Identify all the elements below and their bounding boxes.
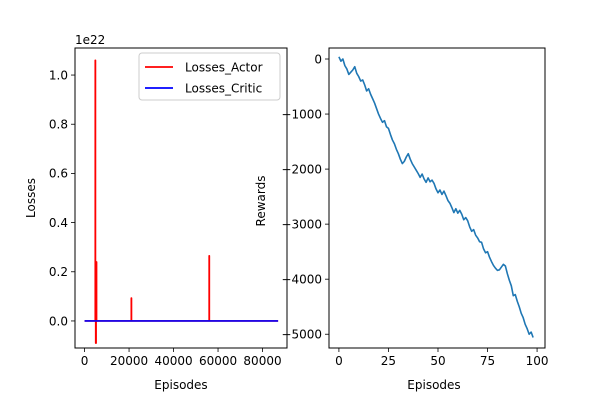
losses-x-tick-label: 60000 [199, 354, 237, 368]
losses-x-tick-label: 20000 [110, 354, 148, 368]
rewards-y-tick-label: −5000 [281, 328, 322, 342]
rewards-y-tick-label: −2000 [281, 162, 322, 176]
losses-x-tick-label: 80000 [243, 354, 281, 368]
losses-y-tick-label: 1.0 [49, 68, 68, 82]
losses-legend: Losses_Actor Losses_Critic [139, 53, 280, 100]
rewards-y-tick-label: 0 [314, 52, 322, 66]
rewards-y-tick-label: −4000 [281, 272, 322, 286]
rewards-x-tick-label: 75 [480, 354, 495, 368]
rewards-x-tick-label: 25 [381, 354, 396, 368]
rewards-y-axis-label: Rewards [254, 176, 268, 227]
rewards-y-tick-label: −3000 [281, 217, 322, 231]
losses-x-tick-label: 0 [81, 354, 89, 368]
legend-label-losses-actor: Losses_Actor [185, 61, 263, 75]
losses-y-tick-label: 0.8 [49, 118, 68, 132]
losses-x-tick-label: 40000 [154, 354, 192, 368]
losses-y-tick-label: 0.4 [49, 216, 68, 230]
losses-y-tick-label: 0.0 [49, 314, 68, 328]
rewards-y-tick-label: −1000 [281, 107, 322, 121]
legend-label-losses-critic: Losses_Critic [185, 82, 262, 96]
rewards-x-tick-label: 50 [430, 354, 445, 368]
losses-y-tick-label: 0.2 [49, 265, 68, 279]
rewards-x-tick-label: 100 [526, 354, 549, 368]
losses-y-offset-text: 1e22 [75, 33, 105, 47]
rewards-x-axis-label: Episodes [407, 378, 460, 392]
losses-x-axis-label: Episodes [154, 378, 207, 392]
losses-y-axis-label: Losses [24, 178, 38, 218]
losses-y-tick-label: 0.6 [49, 167, 68, 181]
rewards-x-tick-label: 0 [335, 354, 343, 368]
